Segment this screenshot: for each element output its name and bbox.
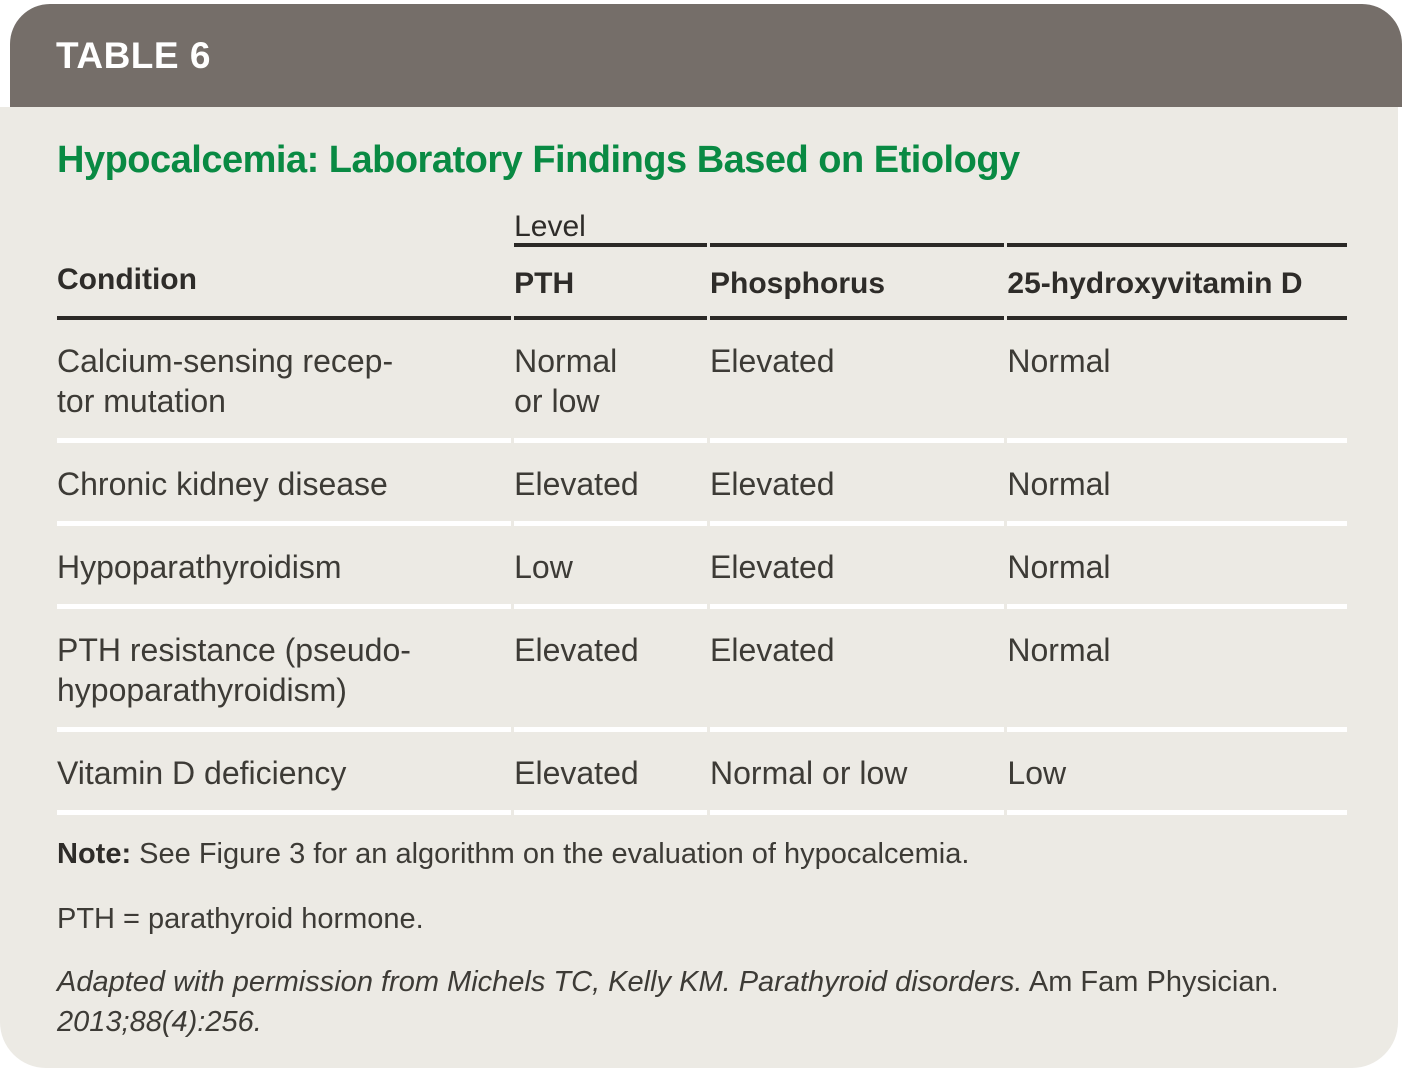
level-group-header: Level <box>514 209 586 243</box>
table-row: Hypoparathyroidism Low Elevated Normal <box>57 526 1347 610</box>
cell-condition: PTH resistance (pseudo-hypoparathyroidis… <box>57 609 512 733</box>
cell-condition: Vitamin D deficiency <box>57 732 512 816</box>
cell-condition: Calcium-sensing recep-tor mutation <box>57 320 512 444</box>
table-row: PTH resistance (pseudo-hypoparathyroidis… <box>57 609 1347 733</box>
abbreviation-note: PTH = parathyroid hormone. <box>57 903 424 936</box>
cell-phosphorus: Elevated <box>710 526 1005 610</box>
cell-pth: Elevated <box>514 609 708 733</box>
cell-vitamin-d: Normal <box>1007 526 1347 610</box>
cell-pth: Elevated <box>514 732 708 816</box>
table-title: Hypocalcemia: Laboratory Findings Based … <box>57 139 1020 181</box>
note-label: Note: <box>57 838 132 871</box>
cell-vitamin-d: Normal <box>1007 320 1347 444</box>
cell-phosphorus: Elevated <box>710 443 1005 527</box>
citation: Adapted with permission from Michels TC,… <box>57 963 1353 1041</box>
cell-pth: Elevated <box>514 443 708 527</box>
column-header-pth: PTH <box>514 242 708 321</box>
column-header-vitamin-d: 25-hydroxyvitamin D <box>1007 242 1347 321</box>
cell-pth: Normal or low <box>514 320 708 444</box>
note-text: See Figure 3 for an algorithm on the eva… <box>139 838 970 871</box>
table-note: Note: See Figure 3 for an algorithm on t… <box>57 835 1350 874</box>
column-header-condition: Condition <box>57 243 512 321</box>
cell-pth: Low <box>514 526 708 610</box>
table-body-panel: Hypocalcemia: Laboratory Findings Based … <box>0 107 1398 1068</box>
table-footnotes: Note: See Figure 3 for an algorithm on t… <box>57 835 1350 1042</box>
citation-source: Adapted with permission from Michels TC,… <box>57 966 1023 999</box>
citation-journal: Am Fam Physician. <box>1028 966 1279 999</box>
level-group-row: Level <box>57 210 1347 243</box>
column-header-row: Condition PTH Phosphorus 25-hydroxyvitam… <box>57 242 1347 321</box>
table-row: Calcium-sensing recep-tor mutation Norma… <box>57 320 1347 444</box>
table-number-bar: TABLE 6 <box>10 4 1402 107</box>
table-number: TABLE 6 <box>56 34 211 76</box>
cell-phosphorus: Elevated <box>710 609 1005 733</box>
table-row: Chronic kidney disease Elevated Elevated… <box>57 443 1347 527</box>
citation-volume: 2013;88(4):256. <box>57 1005 262 1038</box>
lab-findings-table: Level Condition PTH Phosphorus 25-hydrox… <box>54 210 1350 816</box>
cell-vitamin-d: Normal <box>1007 609 1347 733</box>
cell-condition: Chronic kidney disease <box>57 443 512 527</box>
table-row: Vitamin D deficiency Elevated Normal or … <box>57 732 1347 816</box>
level-spacer-cell <box>57 210 511 243</box>
cell-condition: Hypoparathyroidism <box>57 526 512 610</box>
cell-vitamin-d: Low <box>1007 732 1347 816</box>
cell-phosphorus: Normal or low <box>710 732 1005 816</box>
cell-phosphorus: Elevated <box>710 320 1005 444</box>
cell-vitamin-d: Normal <box>1007 443 1347 527</box>
column-header-phosphorus: Phosphorus <box>710 242 1005 321</box>
